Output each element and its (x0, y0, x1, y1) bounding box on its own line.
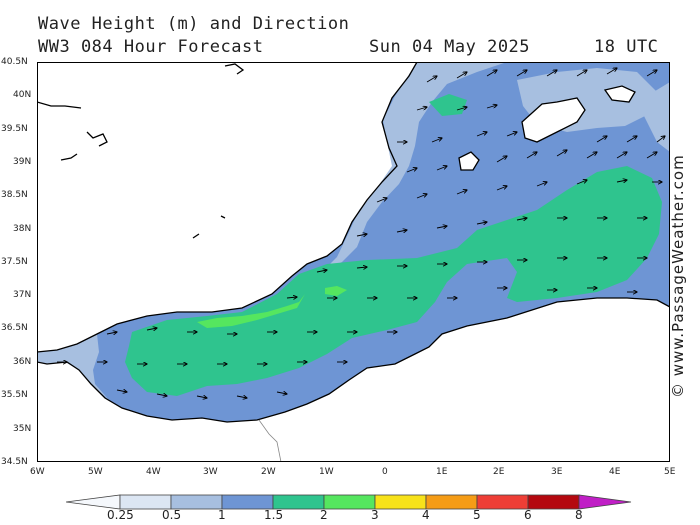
lat-label: 40.5N (1, 57, 28, 67)
coastline-spain (37, 62, 418, 353)
colorbar (66, 494, 632, 510)
lat-label: 35N (13, 424, 32, 434)
ibiza-island (458, 151, 480, 171)
lat-label: 40N (13, 90, 32, 100)
forecast-model-label: WW3 084 Hour Forecast (38, 37, 264, 57)
lon-label: 0 (382, 467, 388, 477)
lon-label: 5E (664, 467, 676, 477)
sea-light-north (322, 62, 507, 272)
colorbar-label: 8 (575, 508, 583, 522)
colorbar-label: 2 (320, 508, 328, 522)
colorbar-1-5 (272, 494, 325, 510)
lon-label: 5W (88, 467, 103, 477)
lon-label: 4E (609, 467, 621, 477)
lon-label: 2W (261, 467, 276, 477)
lat-label: 38.5N (1, 190, 28, 200)
colorbar-highest (578, 494, 632, 510)
colorbar-2 (323, 494, 376, 510)
lat-label: 39.5N (1, 124, 28, 134)
colorbar-label: 1.5 (264, 508, 284, 522)
lat-label: 34.5N (1, 457, 28, 467)
lat-label: 36.5N (1, 323, 28, 333)
sea-bright-green-zone (197, 294, 305, 328)
colorbar-label: 0.25 (107, 508, 134, 522)
sea-light-east (637, 82, 670, 152)
sea-green-north-spot (429, 94, 467, 116)
lon-label: 3W (203, 467, 218, 477)
lat-label: 36N (13, 357, 32, 367)
lon-label: 6W (30, 467, 45, 477)
coastline-atlantic (37, 63, 245, 239)
colorbar-5 (476, 494, 529, 510)
border-line (258, 419, 282, 462)
sea-bright-green-spot (325, 286, 347, 296)
lat-label: 39N (13, 157, 32, 167)
map-title: Wave Height (m) and Direction (38, 14, 350, 34)
coastline-africa (37, 297, 670, 423)
lat-label: 35.5N (1, 390, 28, 400)
lat-label: 37N (13, 290, 32, 300)
colorbar-3 (374, 494, 427, 510)
wave-direction-arrows (57, 68, 665, 398)
map-frame (37, 62, 670, 462)
colorbar-label: 6 (524, 508, 532, 522)
colorbar-label: 5 (473, 508, 481, 522)
colorbar-label: 1 (218, 508, 226, 522)
lat-label: 37.5N (1, 257, 28, 267)
sea-green-zone (125, 166, 662, 396)
forecast-time: 18 UTC (594, 37, 659, 57)
minorca-island (603, 85, 636, 103)
lat-label: 38N (13, 224, 32, 234)
colorbar-0-5 (170, 494, 223, 510)
colorbar-label: 0.5 (162, 508, 182, 522)
colorbar-label: 3 (371, 508, 379, 522)
colorbar-6 (527, 494, 580, 510)
colorbar-1 (221, 494, 274, 510)
wave-height-map (37, 62, 670, 462)
colorbar-4 (425, 494, 478, 510)
lon-label: 3E (551, 467, 563, 477)
lon-label: 1W (319, 467, 334, 477)
site-credit: © www.PassageWeather.com (669, 154, 687, 398)
lon-label: 1E (436, 467, 448, 477)
lon-label: 2E (493, 467, 505, 477)
colorbar-0-25 (119, 494, 172, 510)
lon-label: 4W (146, 467, 161, 477)
colorbar-label: 4 (422, 508, 430, 522)
colorbar-lowest (66, 494, 121, 510)
forecast-date: Sun 04 May 2025 (369, 37, 531, 57)
majorca-island (521, 97, 586, 143)
